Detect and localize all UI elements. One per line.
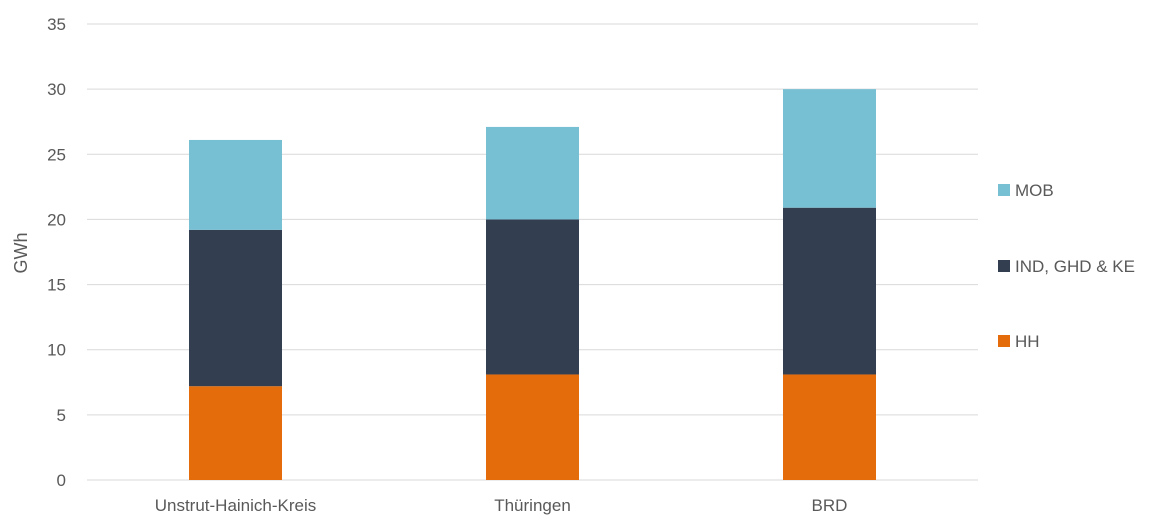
legend: MOB IND, GHD & KE HH xyxy=(998,181,1135,351)
y-tick-label: 25 xyxy=(47,145,66,164)
x-tick-label: Unstrut-Hainich-Kreis xyxy=(155,496,317,515)
x-axis-ticks: Unstrut-Hainich-Kreis Thüringen BRD xyxy=(155,496,848,515)
bar-segment-ind-ghd-ke-1 xyxy=(486,219,579,375)
bar-segment-ind-ghd-ke-2 xyxy=(783,207,876,375)
y-tick-label: 35 xyxy=(47,15,66,34)
legend-swatch xyxy=(998,184,1010,196)
y-axis-title: GWh xyxy=(11,232,31,273)
x-tick-label: Thüringen xyxy=(494,496,571,515)
legend-swatch xyxy=(998,335,1010,347)
bar-segment-ind-ghd-ke-0 xyxy=(189,229,282,387)
bar-segment-mob-0 xyxy=(189,139,282,230)
legend-label: HH xyxy=(1015,332,1040,351)
x-tick-label: BRD xyxy=(812,496,848,515)
y-tick-label: 10 xyxy=(47,341,66,360)
y-tick-label: 30 xyxy=(47,80,66,99)
y-axis-ticks: 0 5 10 15 20 25 30 35 xyxy=(47,15,66,490)
legend-label: MOB xyxy=(1015,181,1054,200)
bar-segment-hh-2 xyxy=(783,374,876,480)
y-tick-label: 5 xyxy=(57,406,66,425)
bar-segment-hh-1 xyxy=(486,374,579,480)
y-tick-label: 0 xyxy=(57,471,66,490)
legend-swatch xyxy=(998,260,1010,272)
y-tick-label: 15 xyxy=(47,276,66,295)
bar-segment-mob-2 xyxy=(783,89,876,208)
bar-segment-mob-1 xyxy=(486,126,579,220)
legend-label: IND, GHD & KE xyxy=(1015,257,1135,276)
bars xyxy=(189,89,876,480)
y-tick-label: 20 xyxy=(47,210,66,229)
bar-segment-hh-0 xyxy=(189,386,282,480)
